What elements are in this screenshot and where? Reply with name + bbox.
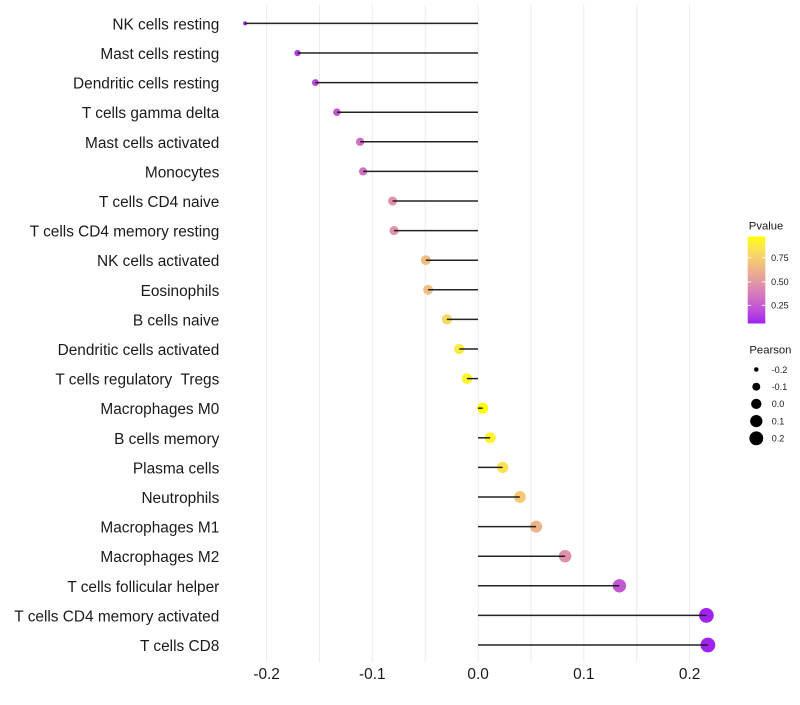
- svg-text:Monocytes: Monocytes: [145, 164, 220, 181]
- svg-text:Mast cells activated: Mast cells activated: [85, 135, 219, 152]
- svg-text:T cells follicular helper: T cells follicular helper: [67, 579, 219, 596]
- svg-text:NK cells activated: NK cells activated: [97, 253, 219, 270]
- svg-text:-0.1: -0.1: [359, 666, 386, 683]
- svg-text:0.0: 0.0: [467, 666, 488, 683]
- svg-text:Pearson: Pearson: [749, 345, 791, 357]
- svg-text:0.0: 0.0: [772, 399, 785, 409]
- svg-text:0.1: 0.1: [573, 666, 594, 683]
- svg-text:Dendritic cells activated: Dendritic cells activated: [58, 342, 220, 359]
- svg-text:T cells CD4 memory resting: T cells CD4 memory resting: [30, 224, 220, 241]
- svg-text:-0.2: -0.2: [772, 365, 788, 375]
- svg-text:Eosinophils: Eosinophils: [141, 283, 220, 300]
- svg-text:Mast cells resting: Mast cells resting: [100, 46, 219, 63]
- svg-text:-0.1: -0.1: [772, 382, 788, 392]
- svg-text:B cells naive: B cells naive: [133, 312, 219, 329]
- svg-text:Macrophages M2: Macrophages M2: [100, 549, 219, 566]
- svg-text:0.2: 0.2: [772, 434, 785, 444]
- svg-text:Pvalue: Pvalue: [749, 221, 784, 233]
- svg-text:0.2: 0.2: [679, 666, 700, 683]
- svg-text:0.25: 0.25: [771, 301, 789, 311]
- svg-text:T cells CD4 memory activated: T cells CD4 memory activated: [14, 608, 219, 625]
- svg-text:T cells regulatory Tregs: T cells regulatory Tregs: [55, 372, 219, 389]
- svg-text:-0.2: -0.2: [253, 666, 280, 683]
- svg-text:Macrophages M1: Macrophages M1: [100, 520, 219, 537]
- svg-text:T cells CD4 naive: T cells CD4 naive: [99, 194, 219, 211]
- svg-text:Macrophages M0: Macrophages M0: [100, 401, 219, 418]
- svg-text:T cells gamma delta: T cells gamma delta: [82, 105, 220, 122]
- svg-text:0.75: 0.75: [771, 253, 789, 263]
- svg-text:Plasma cells: Plasma cells: [133, 460, 220, 477]
- svg-text:Dendritic cells resting: Dendritic cells resting: [73, 76, 219, 93]
- svg-text:NK cells resting: NK cells resting: [112, 16, 219, 33]
- svg-text:Neutrophils: Neutrophils: [141, 490, 219, 507]
- svg-text:T cells CD8: T cells CD8: [140, 638, 219, 655]
- svg-text:0.50: 0.50: [771, 277, 789, 287]
- svg-text:B cells memory: B cells memory: [114, 431, 219, 448]
- svg-text:0.1: 0.1: [772, 416, 785, 426]
